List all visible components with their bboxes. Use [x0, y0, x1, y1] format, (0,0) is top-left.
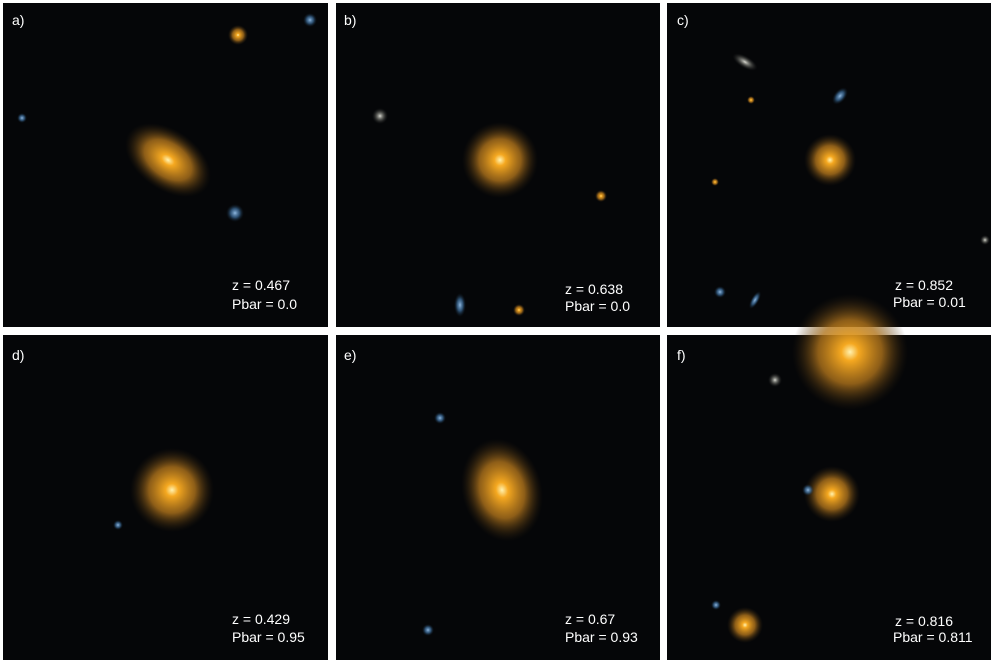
- redshift: z = 0.467: [232, 277, 290, 293]
- panel-label: f): [677, 347, 686, 363]
- panel-label: a): [12, 12, 24, 28]
- pbar: Pbar = 0.93: [565, 629, 638, 645]
- panel-label: c): [677, 12, 689, 28]
- pbar: Pbar = 0.811: [893, 629, 973, 645]
- galaxies: [17, 13, 990, 643]
- pbar: Pbar = 0.0: [232, 296, 297, 312]
- panel-label: d): [12, 347, 24, 363]
- pbar: Pbar = 0.95: [232, 629, 305, 645]
- redshift: z = 0.852: [895, 277, 953, 293]
- panel-label: e): [344, 347, 356, 363]
- pbar: Pbar = 0.0: [565, 298, 630, 314]
- redshift: z = 0.429: [232, 611, 290, 627]
- redshift: z = 0.816: [895, 613, 953, 629]
- redshift: z = 0.67: [565, 611, 615, 627]
- pbar: Pbar = 0.01: [893, 294, 966, 310]
- redshift: z = 0.638: [565, 281, 623, 297]
- panel-label: b): [344, 12, 356, 28]
- panel-texts: a) z = 0.467 Pbar = 0.0 b) z = 0.638 Pba…: [12, 12, 973, 645]
